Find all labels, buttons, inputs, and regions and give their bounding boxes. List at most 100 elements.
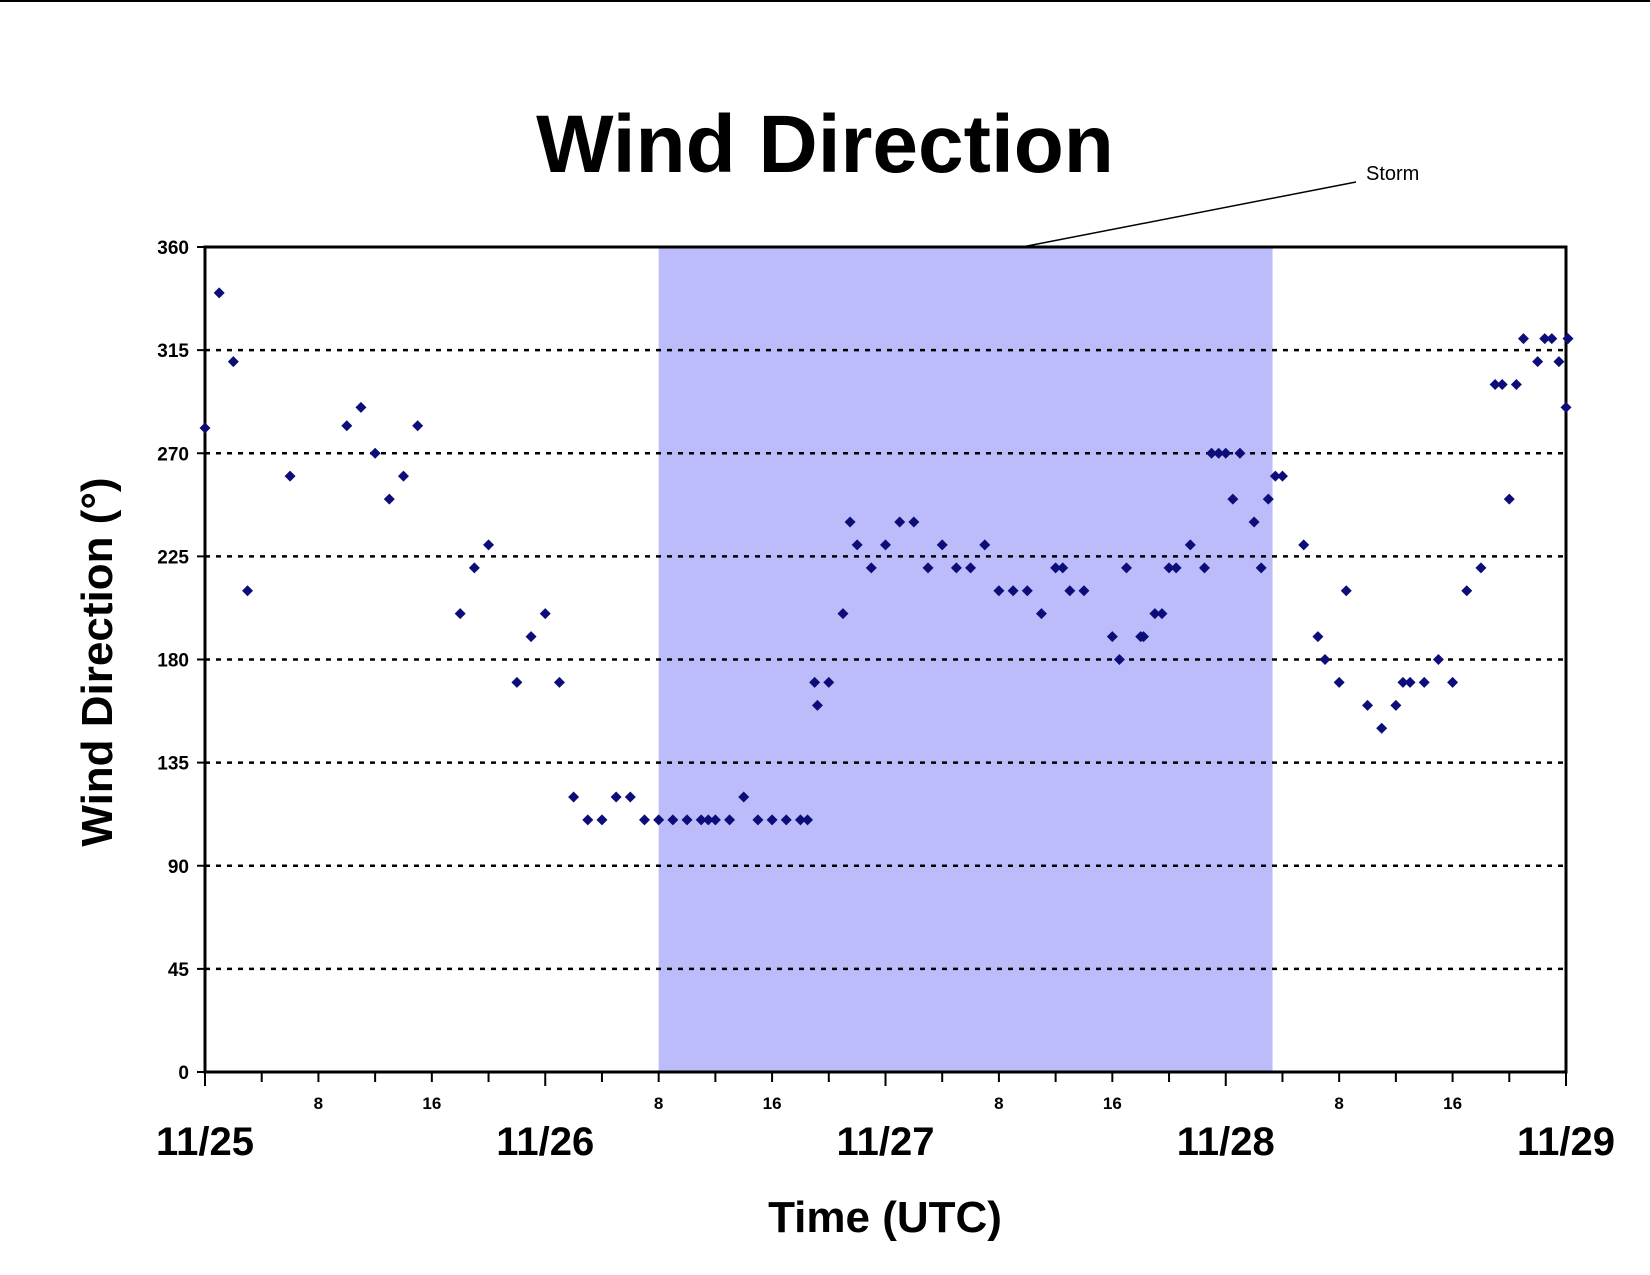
data-point bbox=[1050, 562, 1062, 574]
y-tick-label: 180 bbox=[157, 651, 189, 672]
data-point bbox=[851, 539, 863, 551]
storm-annotation-line bbox=[1021, 181, 1357, 248]
data-point bbox=[1532, 356, 1544, 368]
data-point bbox=[1376, 722, 1388, 734]
x-major-tick-label: 11/25 bbox=[156, 1120, 254, 1164]
data-point bbox=[1149, 608, 1161, 620]
x-minor-tick-label: 16 bbox=[1103, 1094, 1122, 1113]
data-point bbox=[724, 814, 736, 826]
data-point bbox=[1319, 654, 1331, 665]
x-minor-tick-label: 8 bbox=[654, 1094, 663, 1113]
data-point bbox=[1489, 379, 1501, 390]
data-point bbox=[539, 608, 551, 620]
data-point bbox=[568, 791, 580, 803]
data-point bbox=[1198, 562, 1210, 574]
x-minor-tick-label: 16 bbox=[763, 1094, 782, 1113]
data-point bbox=[681, 814, 693, 826]
data-point bbox=[1496, 379, 1508, 390]
data-point bbox=[1213, 447, 1225, 459]
data-point bbox=[1113, 654, 1125, 665]
data-point bbox=[1340, 585, 1352, 597]
y-tick-label: 135 bbox=[157, 754, 189, 775]
data-point bbox=[880, 539, 891, 551]
data-point bbox=[1517, 333, 1529, 345]
data-point bbox=[199, 422, 211, 434]
data-point bbox=[1333, 676, 1345, 688]
data-point bbox=[865, 562, 877, 574]
data-point bbox=[1312, 631, 1324, 643]
x-axis-title: Time (UTC) bbox=[768, 1193, 1002, 1242]
data-point bbox=[624, 791, 636, 803]
data-point bbox=[1057, 562, 1069, 574]
data-point bbox=[1255, 562, 1267, 574]
data-point bbox=[369, 447, 381, 459]
data-point bbox=[1404, 676, 1416, 688]
data-point bbox=[823, 676, 835, 688]
chart-title: Wind Direction bbox=[536, 99, 1114, 190]
data-point bbox=[653, 814, 665, 826]
data-point bbox=[1227, 493, 1239, 505]
data-point bbox=[1447, 676, 1459, 688]
data-point bbox=[1163, 562, 1175, 574]
data-point bbox=[780, 814, 792, 826]
data-point bbox=[1170, 562, 1182, 574]
data-point bbox=[738, 791, 750, 803]
data-point bbox=[284, 470, 296, 482]
data-point bbox=[695, 814, 707, 826]
data-point bbox=[837, 608, 849, 620]
data-point bbox=[702, 814, 714, 826]
data-point bbox=[1138, 631, 1150, 643]
top-border-line bbox=[0, 0, 1650, 2]
data-point bbox=[383, 493, 395, 505]
data-point bbox=[950, 562, 962, 574]
data-point bbox=[1397, 676, 1409, 688]
data-point bbox=[766, 814, 778, 826]
data-point bbox=[610, 791, 622, 803]
data-point bbox=[468, 562, 480, 574]
data-point bbox=[1418, 676, 1430, 688]
data-point bbox=[1560, 401, 1572, 413]
data-point bbox=[397, 470, 409, 482]
data-point bbox=[936, 539, 948, 551]
data-point bbox=[979, 539, 991, 551]
data-point bbox=[511, 676, 523, 688]
y-tick-label: 315 bbox=[157, 341, 189, 362]
data-point bbox=[1562, 333, 1574, 345]
data-point bbox=[667, 814, 679, 826]
data-point bbox=[1007, 585, 1019, 597]
x-minor-tick-label: 16 bbox=[422, 1094, 441, 1113]
x-minor-tick-label: 8 bbox=[1334, 1094, 1343, 1113]
data-point bbox=[1510, 379, 1522, 390]
data-point bbox=[922, 562, 934, 574]
x-major-tick-label: 11/28 bbox=[1177, 1120, 1275, 1164]
data-point bbox=[1035, 608, 1047, 620]
y-tick-label: 45 bbox=[168, 960, 190, 981]
data-point bbox=[1078, 585, 1090, 597]
data-point bbox=[965, 562, 977, 574]
data-point bbox=[1553, 356, 1565, 368]
data-point bbox=[908, 516, 920, 528]
data-point bbox=[1021, 585, 1033, 597]
data-point bbox=[1461, 585, 1473, 597]
y-tick-label: 90 bbox=[168, 857, 189, 878]
data-point bbox=[1106, 631, 1118, 643]
data-point bbox=[242, 585, 254, 597]
y-axis-title: Wind Direction (°) bbox=[73, 477, 122, 846]
y-tick-label: 225 bbox=[157, 547, 189, 568]
data-point bbox=[1248, 516, 1260, 528]
data-point bbox=[227, 356, 239, 368]
x-minor-tick-label: 8 bbox=[314, 1094, 323, 1113]
data-point bbox=[412, 420, 424, 432]
data-point bbox=[553, 676, 565, 688]
data-point bbox=[1262, 493, 1274, 505]
data-point bbox=[1234, 447, 1246, 459]
data-point bbox=[809, 676, 821, 688]
data-point bbox=[1206, 447, 1218, 459]
data-point bbox=[752, 814, 764, 826]
data-point bbox=[1362, 699, 1374, 711]
x-major-tick-label: 11/26 bbox=[496, 1120, 594, 1164]
data-point bbox=[1276, 470, 1288, 482]
data-point bbox=[1184, 539, 1196, 551]
data-point bbox=[1503, 493, 1515, 505]
data-point bbox=[1539, 333, 1551, 345]
